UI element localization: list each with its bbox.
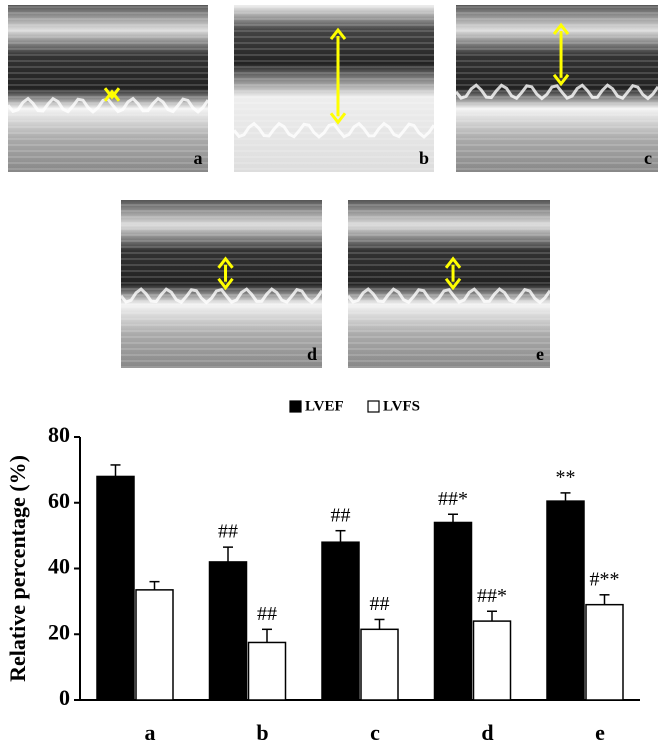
echo-images: a b c d e <box>6 5 660 368</box>
x-tick-label: a <box>145 720 156 745</box>
significance-label: ##* <box>438 488 468 510</box>
echo-texture <box>234 5 434 172</box>
bar <box>135 589 174 701</box>
bar <box>208 561 248 701</box>
bar <box>585 603 624 701</box>
panel-label: e <box>536 344 544 364</box>
significance-label: ## <box>370 593 390 615</box>
bar <box>96 475 135 701</box>
significance-label: ** <box>556 466 576 488</box>
significance-label: ## <box>218 521 238 543</box>
legend-label: LVFS <box>383 398 420 414</box>
arrow-head <box>444 256 462 291</box>
bar <box>433 521 473 701</box>
y-tick-label: 80 <box>48 422 70 447</box>
x-tick-label: b <box>256 720 268 745</box>
bar <box>546 500 585 701</box>
x-tick-label: d <box>481 720 493 745</box>
y-tick-label: 60 <box>48 488 70 513</box>
arrow-head <box>552 22 570 87</box>
significance-label: ##* <box>477 585 507 607</box>
bar <box>472 620 512 701</box>
wall-line <box>454 83 660 101</box>
y-axis-label: Relative percentage (%) <box>5 455 30 682</box>
legend-label: LVEF <box>305 398 344 414</box>
significance-label: ## <box>257 603 277 625</box>
bar <box>360 628 399 701</box>
arrow-head <box>329 27 347 125</box>
legend-swatch <box>367 400 380 413</box>
panel-label: c <box>644 148 652 168</box>
x-tick-label: c <box>370 720 380 745</box>
wall-line <box>119 287 324 305</box>
arrow-head <box>217 256 234 291</box>
echo-texture <box>8 5 208 172</box>
wall-line <box>232 121 436 139</box>
panel-label: b <box>419 148 429 168</box>
wall-line <box>346 287 552 305</box>
y-tick-label: 40 <box>48 554 70 579</box>
legend-swatch <box>289 400 302 413</box>
y-tick-label: 0 <box>59 685 70 710</box>
significance-label: #** <box>590 568 620 590</box>
panel-label: a <box>194 148 203 168</box>
x-tick-label: e <box>595 720 605 745</box>
chart: Relative percentage (%) 0 20 40 60 80 LVEF LVFS… <box>5 398 640 745</box>
arrow-head <box>103 87 121 102</box>
panel-label: d <box>307 344 317 364</box>
bar <box>247 641 287 701</box>
significance-label: ## <box>331 504 351 526</box>
y-tick-label: 20 <box>48 619 70 644</box>
bar <box>321 541 360 701</box>
echo-texture <box>456 5 658 172</box>
